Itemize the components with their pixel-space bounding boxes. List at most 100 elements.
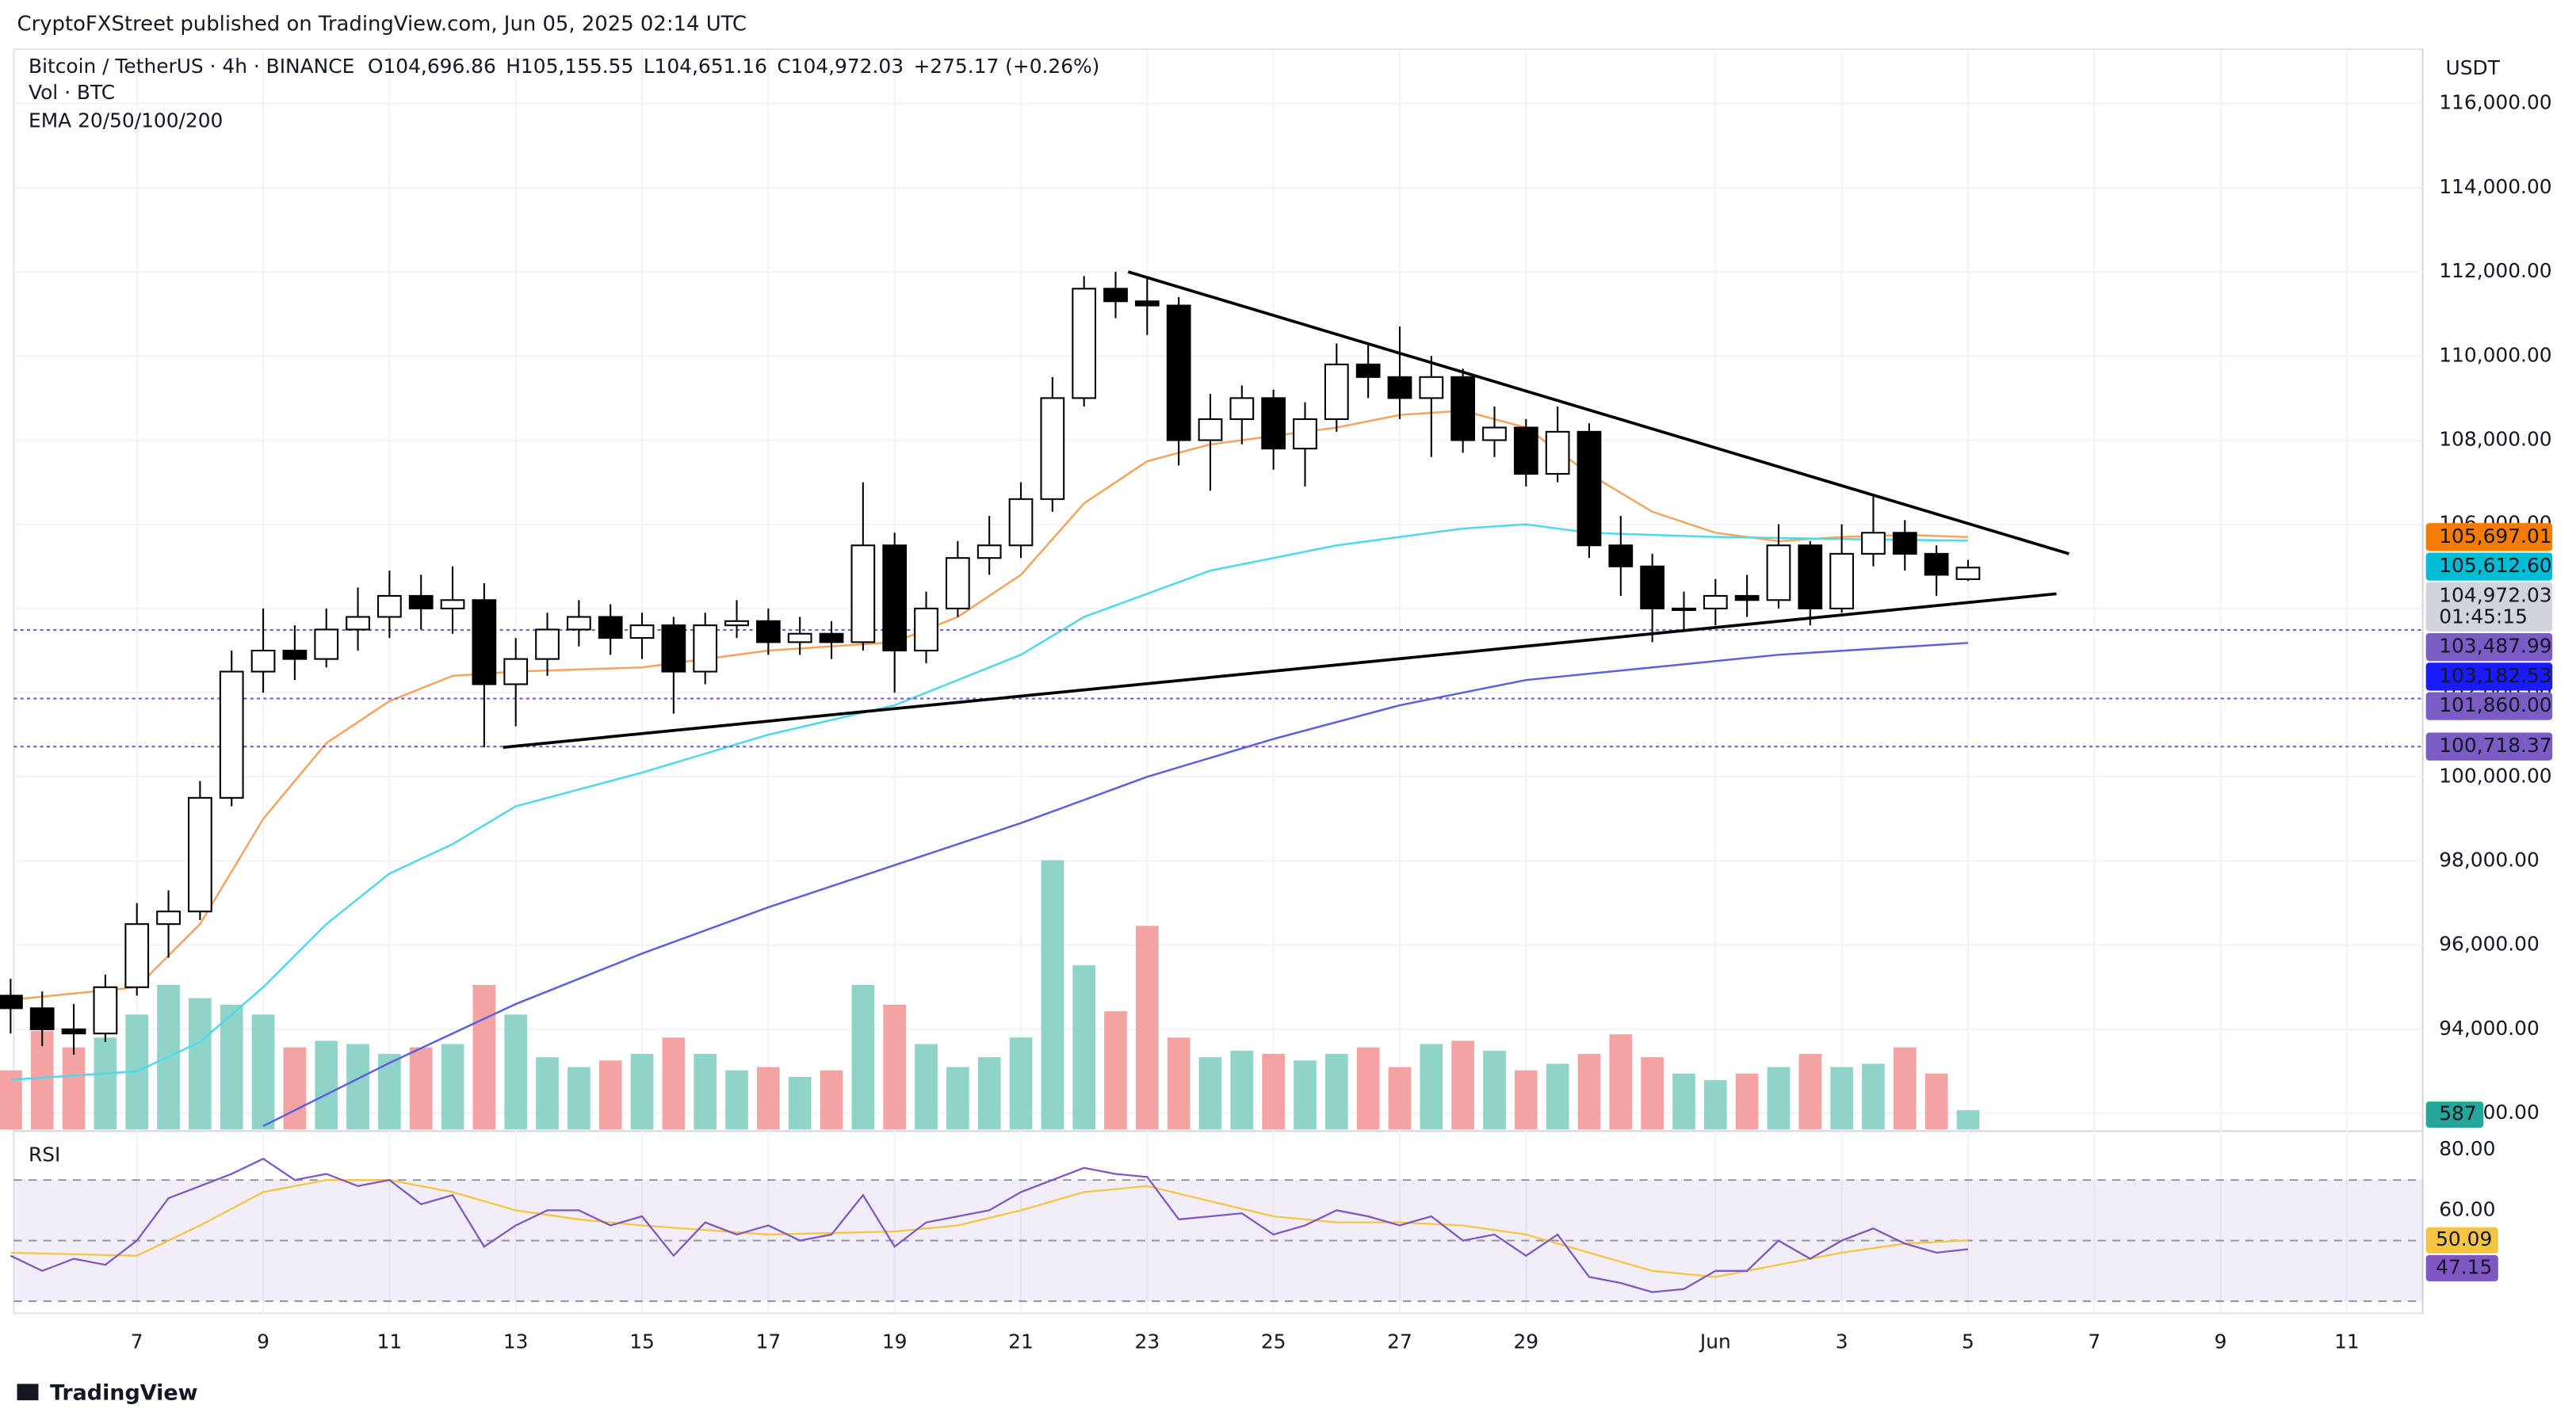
candle-body: [1734, 594, 1760, 601]
candle-body: [724, 620, 749, 627]
x-tick-label: 11: [2334, 1330, 2360, 1353]
volume-bar: [568, 1067, 590, 1130]
x-tick-label: 13: [503, 1330, 529, 1353]
countdown: 01:45:15: [2439, 605, 2528, 628]
rsi-badge: [2425, 1254, 2498, 1282]
trendline: [503, 592, 2057, 749]
volume-bar: [1230, 1050, 1254, 1130]
volume-bar: [409, 1047, 433, 1130]
candle-body: [29, 1007, 55, 1030]
volume-badge-label: 587: [2439, 1102, 2476, 1125]
volume-bar: [694, 1054, 717, 1130]
volume-bar: [1546, 1063, 1569, 1130]
price-badge: [2425, 662, 2553, 691]
volume-bar: [1009, 1037, 1033, 1130]
x-tick-label: 3: [1836, 1330, 1848, 1353]
price-badge-label: 105,612.60: [2439, 554, 2551, 577]
volume-bar: [189, 998, 212, 1130]
volume-bar: [283, 1047, 307, 1130]
ohlc-value: L104,651.16: [644, 55, 767, 78]
candle-body: [1229, 397, 1255, 420]
candle-body: [1040, 397, 1065, 500]
ohlc-value: +275.17 (+0.26%): [913, 55, 1099, 78]
x-tick-label: 9: [257, 1330, 269, 1353]
ema-line: [262, 642, 1969, 1128]
volume-bar: [1577, 1054, 1601, 1130]
candle-body: [661, 624, 686, 673]
candle-body: [408, 594, 434, 609]
volume-bar: [598, 1060, 622, 1130]
volume-bar: [536, 1057, 559, 1130]
volume-bar: [1514, 1070, 1538, 1130]
volume-bar: [1167, 1037, 1191, 1130]
candle-body: [1293, 418, 1317, 450]
ohlc-value: O104,696.86: [368, 55, 496, 78]
volume-bar: [472, 985, 496, 1130]
volume-bar: [1451, 1040, 1474, 1130]
candles: [0, 272, 1981, 1055]
volume-bar: [1672, 1073, 1695, 1130]
y-tick-label: 96,000.00: [2439, 933, 2540, 956]
candle-body: [1766, 544, 1791, 601]
candle-body: [219, 670, 244, 799]
volume-bar: [315, 1040, 338, 1130]
y-tick-label: 98,000.00: [2439, 849, 2540, 872]
volume-bar: [1483, 1050, 1506, 1130]
candle-body: [124, 923, 150, 988]
volume-bar: [1198, 1057, 1222, 1130]
candle-body: [346, 616, 370, 631]
price-badge-label: 101,860.00: [2439, 693, 2551, 716]
volume-bar: [1893, 1047, 1917, 1130]
rsi-badge: [2425, 1227, 2498, 1254]
candle-body: [535, 628, 560, 660]
volume-bar: [1388, 1067, 1412, 1130]
y-tick-label: 94,000.00: [2439, 1017, 2540, 1040]
volume-bar: [1324, 1054, 1348, 1130]
candle-body: [1198, 418, 1223, 441]
rsi-tick-label: 60.00: [2439, 1197, 2495, 1220]
volume-bar: [1862, 1063, 1885, 1130]
candle-body: [755, 620, 781, 643]
overlays: [10, 270, 2423, 1293]
candle-body: [819, 632, 844, 643]
volume-bar: [1262, 1054, 1285, 1130]
candle-body: [1924, 552, 1949, 576]
candle-body: [1672, 607, 1696, 612]
candle-body: [977, 544, 1002, 559]
rsi-line: [10, 1158, 1969, 1293]
volume-bar: [1294, 1060, 1317, 1130]
volume-bar: [757, 1067, 780, 1130]
x-tick-label: 9: [2215, 1330, 2227, 1353]
candle-body: [1419, 376, 1444, 399]
candle-body: [598, 616, 623, 639]
candle-body: [1861, 532, 1886, 555]
candle-body: [1261, 397, 1286, 450]
candle-body: [882, 544, 908, 652]
volume-bar: [977, 1057, 1001, 1130]
candle-body: [1072, 288, 1097, 399]
rsi-tick-label: 80.00: [2439, 1137, 2495, 1160]
candle-body: [850, 544, 876, 643]
y-tick-label: 110,000.00: [2439, 343, 2551, 366]
candle-body: [629, 624, 655, 639]
y-tick-label: 100,000.00: [2439, 764, 2551, 787]
price-badge-label: 103,182.53: [2439, 664, 2551, 687]
x-tick-label: 17: [756, 1330, 782, 1353]
brand-logo: [17, 1384, 39, 1401]
candle-body: [914, 607, 938, 652]
currency: USDT: [2446, 56, 2501, 79]
candle-body: [61, 1028, 86, 1035]
y-tick-label: 112,000.00: [2439, 259, 2551, 282]
candle-body: [0, 994, 23, 1010]
rsi-badge-label: 50.09: [2436, 1227, 2492, 1250]
volume-bar: [504, 1014, 528, 1130]
candle-body: [314, 628, 339, 660]
volume-bar: [1956, 1109, 1980, 1130]
candle-body: [188, 796, 212, 913]
volume: [0, 860, 1980, 1130]
volume-bar: [1703, 1080, 1727, 1130]
volume-bar: [220, 1004, 243, 1130]
candle-body: [1703, 594, 1728, 609]
volume-bar: [1830, 1067, 1853, 1130]
